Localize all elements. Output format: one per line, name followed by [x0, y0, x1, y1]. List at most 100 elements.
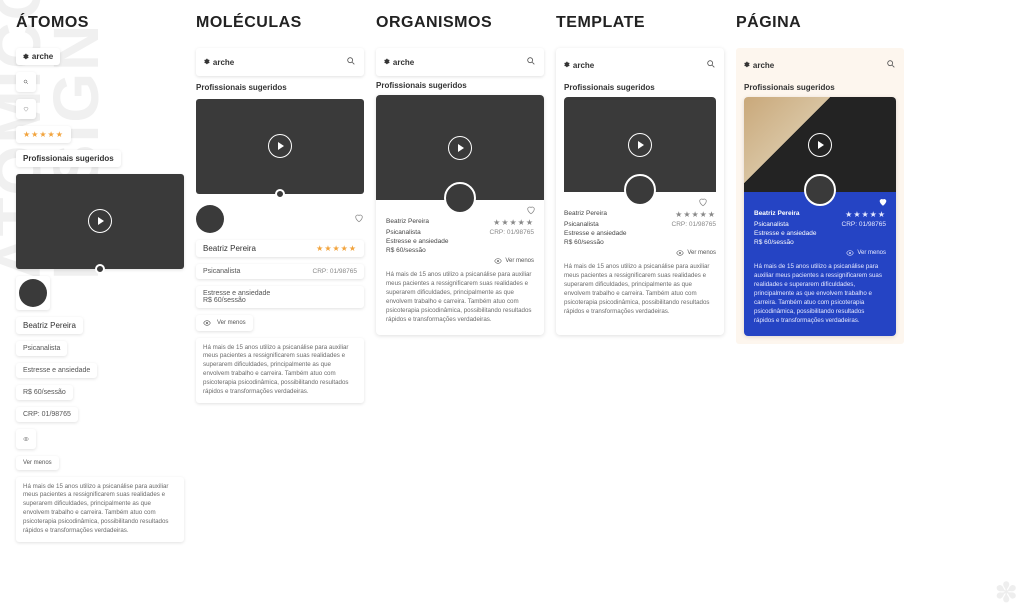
search-icon[interactable]: [346, 53, 356, 71]
rating-stars: ★★★★★: [316, 244, 357, 253]
profile-role: Psicanalista: [16, 341, 67, 356]
play-icon: [808, 133, 832, 157]
rating-stars: ★★★★★: [675, 210, 716, 219]
video-player[interactable]: [196, 99, 364, 194]
profile-specialty: Estresse e ansiedade: [386, 238, 449, 245]
profile-description: Há mais de 15 anos utilizo a psicanálise…: [386, 271, 534, 325]
heart-icon: [16, 99, 36, 119]
eye-icon: [16, 429, 36, 449]
profile-card: Beatriz Pereira★★★★★ PsicanalistaCRP: 01…: [376, 95, 544, 335]
profile-crp: CRP: 01/98765: [842, 221, 886, 228]
profile-crp: CRP: 01/98765: [16, 407, 78, 422]
ver-menos-label: Ver menos: [687, 250, 716, 256]
profile-description: Há mais de 15 anos utilizo a psicanálise…: [196, 338, 364, 404]
search-icon[interactable]: [526, 53, 536, 71]
profile-description: Há mais de 15 anos utilizo a psicanálise…: [16, 477, 184, 543]
profile-role: Psicanalista: [754, 221, 789, 228]
section-label: Profissionais sugeridos: [196, 83, 364, 92]
search-bar[interactable]: arche: [376, 48, 544, 76]
profile-role: Psicanalista: [203, 268, 240, 275]
play-icon: [628, 133, 652, 157]
profile-crp: CRP: 01/98765: [672, 221, 716, 228]
column-template: TEMPLATE arche Profissionais sugeridos B…: [556, 14, 724, 615]
avatar: [196, 205, 224, 233]
play-icon: [88, 209, 112, 233]
brand-logo: arche: [564, 61, 594, 70]
profile-price: R$ 60/sessão: [16, 385, 73, 400]
column-atomos: ÁTOMOS arche ★★★★★ Profissionais sugerid…: [16, 14, 184, 615]
section-label: Profissionais sugeridos: [564, 83, 716, 92]
column-title: MOLÉCULAS: [196, 14, 364, 32]
avatar: [804, 174, 836, 206]
section-label: Profissionais sugeridos: [16, 150, 121, 167]
profile-card: Beatriz Pereira★★★★★ PsicanalistaCRP: 01…: [744, 97, 896, 336]
section-label: Profissionais sugeridos: [376, 81, 544, 90]
heart-icon[interactable]: [526, 202, 536, 220]
profile-card: Beatriz Pereira★★★★★ PsicanalistaCRP: 01…: [564, 97, 716, 327]
profile-name: Beatriz Pereira: [754, 210, 800, 219]
brand-logo: arche: [744, 61, 774, 70]
avatar-handle: [275, 189, 285, 199]
profile-specialty: Estresse e ansiedade: [203, 290, 270, 297]
template-frame: arche Profissionais sugeridos Beatriz Pe…: [556, 48, 724, 335]
ver-menos-toggle[interactable]: Ver menos: [196, 315, 253, 331]
avatar-handle: [95, 264, 105, 274]
avatar: [16, 276, 50, 310]
search-bar[interactable]: arche: [744, 56, 896, 74]
profile-specialty: Estresse e ansiedade: [16, 363, 97, 378]
column-title: TEMPLATE: [556, 14, 724, 32]
play-icon: [448, 136, 472, 160]
ver-menos-toggle[interactable]: Ver menos: [386, 257, 534, 265]
profile-name: Beatriz Pereira: [203, 244, 256, 253]
brand-logo: arche: [204, 58, 234, 67]
role-crp-row: Psicanalista CRP: 01/98765: [196, 264, 364, 279]
avatar: [624, 174, 656, 206]
profile-crp: CRP: 01/98765: [490, 229, 534, 236]
search-bar[interactable]: arche: [564, 56, 716, 74]
brand-logo: arche: [384, 58, 414, 67]
column-pagina: PÁGINA arche Profissionais sugeridos Bea…: [736, 14, 904, 615]
brand-logo: arche: [16, 48, 60, 65]
column-title: ORGANISMOS: [376, 14, 544, 32]
column-title: PÁGINA: [736, 14, 904, 32]
name-rating-row: Beatriz Pereira ★★★★★: [196, 240, 364, 257]
profile-role: Psicanalista: [564, 221, 599, 228]
avatar: [444, 182, 476, 214]
profile-description: Há mais de 15 anos utilizo a psicanálise…: [754, 263, 886, 326]
profile-name: Beatriz Pereira: [16, 317, 83, 334]
column-title: ÁTOMOS: [16, 14, 184, 32]
ver-menos-toggle[interactable]: Ver menos: [754, 249, 886, 257]
column-moleculas: MOLÉCULAS arche Profissionais sugeridos …: [196, 14, 364, 615]
page-frame: arche Profissionais sugeridos Beatriz Pe…: [736, 48, 904, 344]
profile-description: Há mais de 15 anos utilizo a psicanálise…: [564, 263, 716, 317]
video-player[interactable]: [16, 174, 184, 269]
heart-icon[interactable]: [354, 213, 364, 225]
heart-icon[interactable]: [878, 194, 888, 212]
column-organismos: ORGANISMOS arche Profissionais sugeridos…: [376, 14, 544, 615]
search-bar[interactable]: arche: [196, 48, 364, 76]
decorative-flourish-icon: ✽: [995, 576, 1018, 609]
profile-role: Psicanalista: [386, 229, 421, 236]
search-icon[interactable]: [706, 56, 716, 74]
search-icon: [16, 72, 36, 92]
profile-price: R$ 60/sessão: [203, 297, 270, 304]
ver-menos-label: Ver menos: [217, 320, 246, 326]
ver-menos-label[interactable]: Ver menos: [16, 456, 59, 470]
search-icon[interactable]: [886, 56, 896, 74]
specialty-price-block: Estresse e ansiedade R$ 60/sessão: [196, 286, 364, 308]
profile-price: R$ 60/sessão: [754, 239, 794, 246]
rating-stars: ★★★★★: [16, 126, 71, 143]
avatar-heart-row: [196, 205, 364, 233]
profile-crp: CRP: 01/98765: [313, 268, 357, 275]
ver-menos-label: Ver menos: [857, 250, 886, 256]
play-icon: [268, 134, 292, 158]
section-label: Profissionais sugeridos: [744, 83, 896, 92]
profile-price: R$ 60/sessão: [386, 247, 426, 254]
ver-menos-toggle[interactable]: Ver menos: [564, 249, 716, 257]
profile-specialty: Estresse e ansiedade: [754, 230, 817, 237]
profile-name: Beatriz Pereira: [386, 218, 429, 227]
profile-price: R$ 60/sessão: [564, 239, 604, 246]
heart-icon[interactable]: [698, 194, 708, 212]
ver-menos-label: Ver menos: [505, 258, 534, 264]
profile-specialty: Estresse e ansiedade: [564, 230, 627, 237]
